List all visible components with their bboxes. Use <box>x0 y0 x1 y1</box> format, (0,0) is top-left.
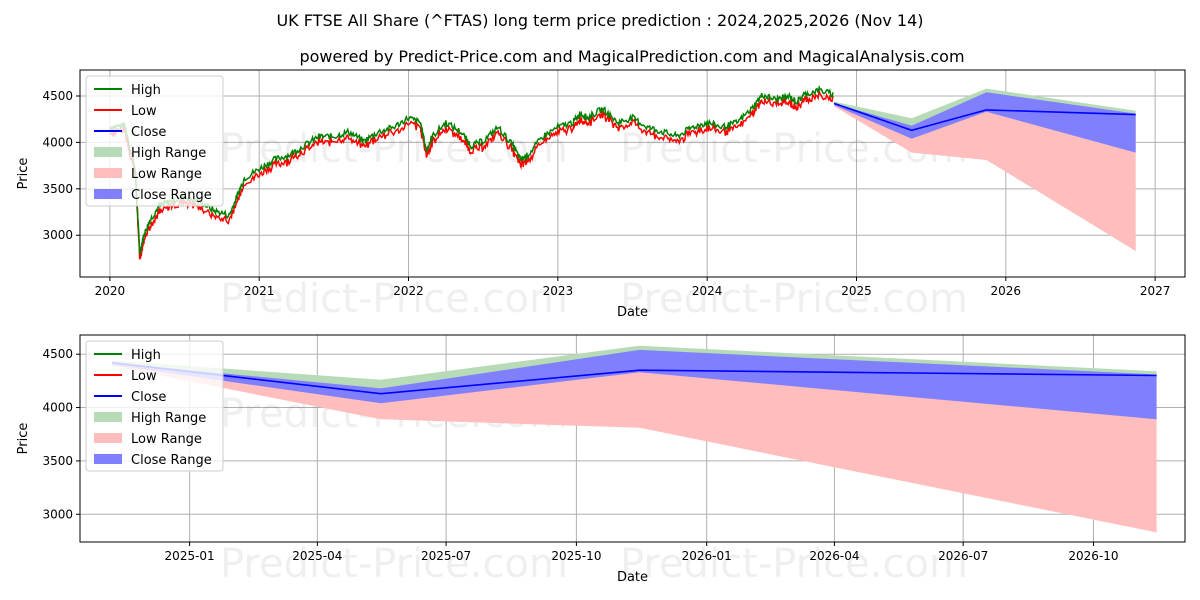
axes-frame <box>79 69 1186 278</box>
x-tick-label: 2025-04 <box>292 549 342 563</box>
legend-swatch-patch <box>94 168 122 178</box>
y-tick-label: 4000 <box>42 401 73 415</box>
x-tick-label: 2022 <box>393 284 424 298</box>
y-tick-label: 3000 <box>42 228 73 242</box>
low-range-band <box>112 362 1157 533</box>
x-tick-label: 2026-04 <box>809 549 859 563</box>
legend-label: High <box>131 348 161 363</box>
y-tick-label: 4000 <box>42 135 73 149</box>
close-forecast-line <box>833 102 1136 132</box>
x-axis-label: Date <box>617 305 648 320</box>
x-tick-label: 2025-01 <box>165 549 215 563</box>
low-history-line <box>109 90 834 260</box>
chart-title: UK FTSE All Share (^FTAS) long term pric… <box>276 11 923 30</box>
legend-label: Close Range <box>131 188 212 203</box>
y-tick-label: 3000 <box>42 507 73 521</box>
x-axis-label: Date <box>617 570 648 585</box>
low-range-band <box>834 103 1136 252</box>
close-forecast-line <box>112 361 1157 395</box>
x-tick-label: 2026-10 <box>1068 549 1118 563</box>
y-tick-label: 3500 <box>42 454 73 468</box>
x-tick-label: 2020 <box>95 284 126 298</box>
x-tick-label: 2026-07 <box>938 549 988 563</box>
watermark: Predict-Price.com <box>620 276 968 322</box>
y-axis-label: Price <box>16 423 31 455</box>
x-tick-label: 2021 <box>244 284 275 298</box>
x-tick-label: 2027 <box>1140 284 1171 298</box>
legend-label: High <box>131 83 161 98</box>
x-tick-label: 2024 <box>692 284 723 298</box>
x-tick-label: 2026-01 <box>682 549 732 563</box>
watermark: Predict-Price.com <box>620 541 968 587</box>
legend-swatch-patch <box>94 147 122 157</box>
watermark: Predict-Price.com <box>220 541 568 587</box>
chart-subtitle: powered by Predict-Price.com and Magical… <box>299 47 964 66</box>
x-tick-label: 2025 <box>841 284 872 298</box>
y-tick-label: 4500 <box>42 347 73 361</box>
watermark: Predict-Price.com <box>220 276 568 322</box>
legend-label: Low Range <box>131 167 202 182</box>
axes-frame <box>79 334 1186 543</box>
legend-label: Close <box>131 390 166 405</box>
x-tick-label: 2025-10 <box>551 549 601 563</box>
legend-label: Low Range <box>131 432 202 447</box>
close-range-band <box>834 92 1136 153</box>
legend-swatch-patch <box>94 433 122 443</box>
legend-label: Close Range <box>131 453 212 468</box>
legend-label: Close <box>131 125 166 140</box>
bottom-panel: Predict-Price.comPredict-Price.comPredic… <box>16 334 1186 587</box>
close-range-band <box>112 349 1157 420</box>
y-tick-label: 4500 <box>42 89 73 103</box>
legend-label: High Range <box>131 411 206 426</box>
y-tick-label: 3500 <box>42 182 73 196</box>
legend-swatch-patch <box>94 454 122 464</box>
x-tick-label: 2025-07 <box>421 549 471 563</box>
top-panel: Predict-Price.com Predict-Price.comPredic… <box>16 69 1186 322</box>
legend-label: Low <box>131 369 157 384</box>
legend-swatch-patch <box>94 189 122 199</box>
legend-swatch-patch <box>94 412 122 422</box>
x-tick-label: 2026 <box>991 284 1022 298</box>
plot-area <box>112 345 1157 533</box>
x-tick-label: 2023 <box>543 284 574 298</box>
plot-area <box>109 84 1136 260</box>
y-axis-label: Price <box>16 158 31 190</box>
legend-label: Low <box>131 104 157 119</box>
legend-label: High Range <box>131 146 206 161</box>
